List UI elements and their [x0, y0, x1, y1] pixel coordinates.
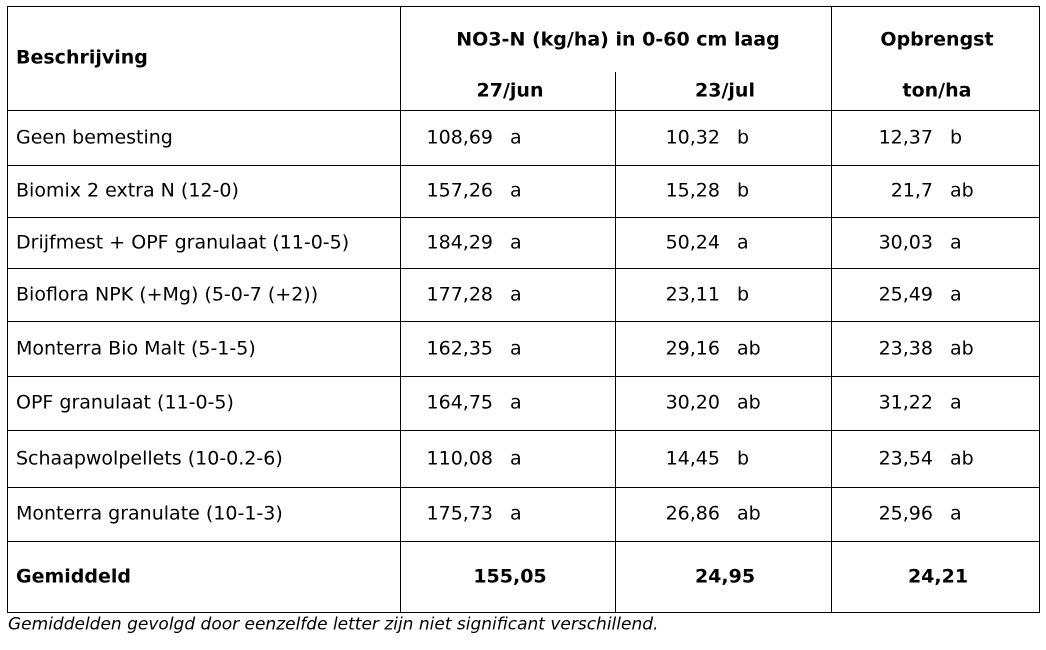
cell-letter: ab: [737, 391, 761, 414]
cell-letter: b: [737, 447, 750, 469]
cell-letter: b: [737, 283, 750, 305]
cell-value: 30,20: [665, 391, 720, 414]
cell-letter: a: [950, 283, 962, 305]
cell-letter: a: [950, 391, 962, 414]
cell-value: 26,86: [665, 502, 720, 525]
total-value: 24,95: [694, 565, 756, 588]
cell-value: 25,96: [878, 502, 933, 525]
row-label: Drijfmest + OPF granulaat (11-0-5): [16, 231, 350, 253]
cell-value: 175,73: [426, 502, 493, 525]
cell-value: 12,37: [878, 126, 933, 148]
total-value: 155,05: [473, 565, 547, 588]
cell-letter: a: [950, 231, 962, 253]
row-label: Schaapwolpellets (10-0.2-6): [16, 447, 283, 469]
table-border: [7, 6, 1040, 613]
cell-value: 30,03: [878, 231, 933, 253]
header-cell: NO3-N (kg/ha) in 0-60 cm laag: [456, 28, 780, 51]
cell-value: 157,26: [426, 179, 493, 202]
header-cell: Beschrijving: [16, 46, 148, 69]
total-value: 24,21: [907, 565, 969, 588]
header-cell: Opbrengst: [880, 28, 994, 51]
cell-letter: a: [950, 502, 962, 525]
cell-letter: a: [510, 502, 522, 525]
row-label: Geen bemesting: [16, 126, 173, 148]
cell-value: 29,16: [665, 337, 720, 359]
cell-value: 21,7: [890, 179, 933, 202]
cell-value: 23,11: [665, 283, 720, 305]
cell-letter: b: [950, 126, 963, 148]
cell-value: 110,08: [426, 447, 493, 469]
cell-value: 10,32: [665, 126, 720, 148]
cell-value: 15,28: [665, 179, 720, 202]
cell-letter: a: [510, 283, 522, 305]
cell-letter: b: [737, 126, 750, 148]
cell-letter: ab: [737, 502, 761, 525]
cell-letter: a: [510, 447, 522, 469]
cell-letter: b: [737, 179, 750, 202]
header-cell: ton/ha: [902, 79, 972, 102]
cell-letter: a: [737, 231, 749, 253]
cell-value: 23,38: [878, 337, 933, 359]
cell-value: 108,69: [426, 126, 493, 148]
cell-letter: a: [510, 391, 522, 414]
cell-value: 177,28: [426, 283, 493, 305]
cell-value: 14,45: [665, 447, 720, 469]
cell-letter: ab: [950, 447, 974, 469]
cell-value: 25,49: [878, 283, 933, 305]
row-label: Bioflora NPK (+Mg) (5-0-7 (+2)): [16, 283, 319, 305]
cell-value: 164,75: [426, 391, 493, 414]
header-cell: 23/jul: [695, 79, 755, 102]
cell-value: 23,54: [878, 447, 933, 469]
row-label: Biomix 2 extra N (12-0): [16, 179, 239, 202]
cell-value: 162,35: [426, 337, 493, 359]
cell-letter: ab: [950, 179, 974, 202]
cell-letter: a: [510, 231, 522, 253]
footnote: Gemiddelden gevolgd door eenzelfde lette…: [8, 614, 659, 635]
cell-letter: a: [510, 126, 522, 148]
cell-value: 31,22: [878, 391, 933, 414]
row-label: Monterra granulate (10-1-3): [16, 502, 283, 525]
cell-value: 50,24: [665, 231, 720, 253]
header-cell: 27/jun: [476, 79, 544, 102]
row-label: Monterra Bio Malt (5-1-5): [16, 337, 256, 359]
cell-letter: a: [510, 179, 522, 202]
cell-value: 184,29: [426, 231, 493, 253]
row-label: OPF granulaat (11-0-5): [16, 391, 234, 414]
total-label: Gemiddeld: [16, 565, 131, 588]
cell-letter: a: [510, 337, 522, 359]
cell-letter: ab: [950, 337, 974, 359]
cell-letter: ab: [737, 337, 761, 359]
